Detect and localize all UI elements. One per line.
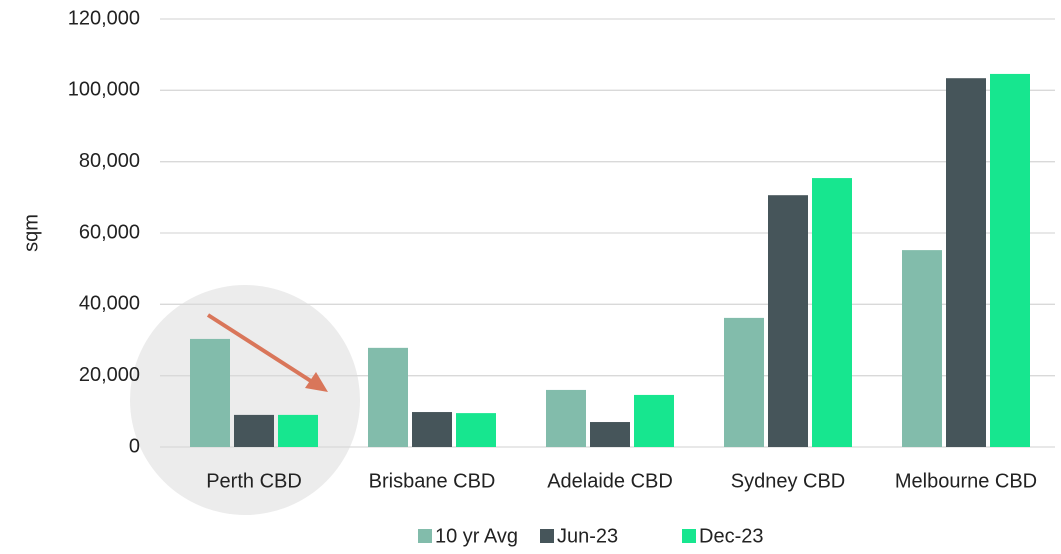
x-tick-label: Adelaide CBD	[547, 470, 673, 492]
bar	[190, 338, 230, 447]
y-tick-label: 20,000	[79, 364, 140, 386]
bar	[768, 195, 808, 447]
y-tick-label: 0	[129, 435, 140, 457]
arrow-head	[305, 372, 328, 392]
bar	[456, 413, 496, 447]
bar	[590, 422, 630, 447]
annotation-arrow	[206, 313, 316, 385]
bar	[946, 78, 986, 447]
legend-swatch	[682, 529, 696, 543]
bar	[902, 250, 942, 447]
y-tick-label: 120,000	[68, 7, 140, 29]
legend-label: Jun-23	[557, 525, 618, 547]
highlight-circle	[130, 285, 360, 515]
y-tick-label: 80,000	[79, 150, 140, 172]
legend-swatch	[540, 529, 554, 543]
x-tick-label: Sydney CBD	[731, 470, 846, 492]
y-axis-label: sqm	[20, 214, 42, 252]
y-tick-label: 100,000	[68, 79, 140, 101]
legend-label: Dec-23	[699, 525, 763, 547]
legend-label: 10 yr Avg	[435, 525, 518, 547]
bar	[234, 414, 274, 447]
bar	[278, 414, 318, 447]
x-tick-label: Brisbane CBD	[369, 470, 496, 492]
x-tick-label: Perth CBD	[206, 470, 302, 492]
bar	[724, 317, 764, 447]
y-tick-label: 40,000	[79, 293, 140, 315]
bar	[412, 412, 452, 447]
legend-swatch	[418, 529, 432, 543]
bar	[990, 73, 1030, 447]
bar	[812, 178, 852, 447]
y-tick-label: 60,000	[79, 221, 140, 243]
bar	[634, 394, 674, 447]
x-tick-label: Melbourne CBD	[895, 470, 1037, 492]
bar	[368, 347, 408, 447]
bar	[546, 389, 586, 447]
